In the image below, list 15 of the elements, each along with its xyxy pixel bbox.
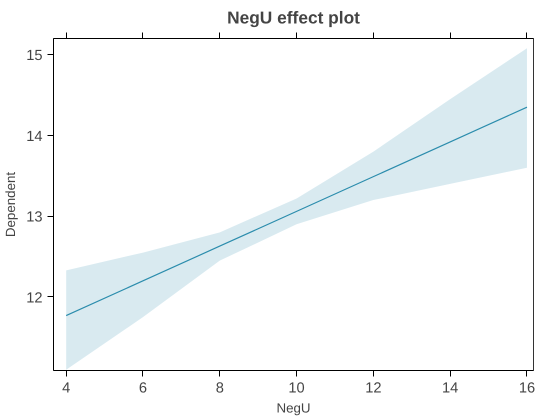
line-series xyxy=(66,106,528,316)
x-tick-label: 12 xyxy=(365,380,382,396)
x-axis-title: NegU xyxy=(276,400,311,416)
x-tick-label: 4 xyxy=(62,380,70,396)
x-tick-label: 10 xyxy=(288,380,305,396)
x-tick-label: 8 xyxy=(216,380,224,396)
y-axis-title: Dependent xyxy=(3,172,18,238)
y-tick-label: 13 xyxy=(26,210,43,226)
x-tick-label: 14 xyxy=(442,380,458,396)
y-tick-label: 12 xyxy=(26,290,43,306)
y-tick-label: 15 xyxy=(26,48,43,64)
chart-title: NegU effect plot xyxy=(227,8,360,28)
x-tick-label: 16 xyxy=(518,380,536,396)
y-tick-label: 14 xyxy=(26,128,43,145)
x-tick-label: 6 xyxy=(138,380,148,396)
